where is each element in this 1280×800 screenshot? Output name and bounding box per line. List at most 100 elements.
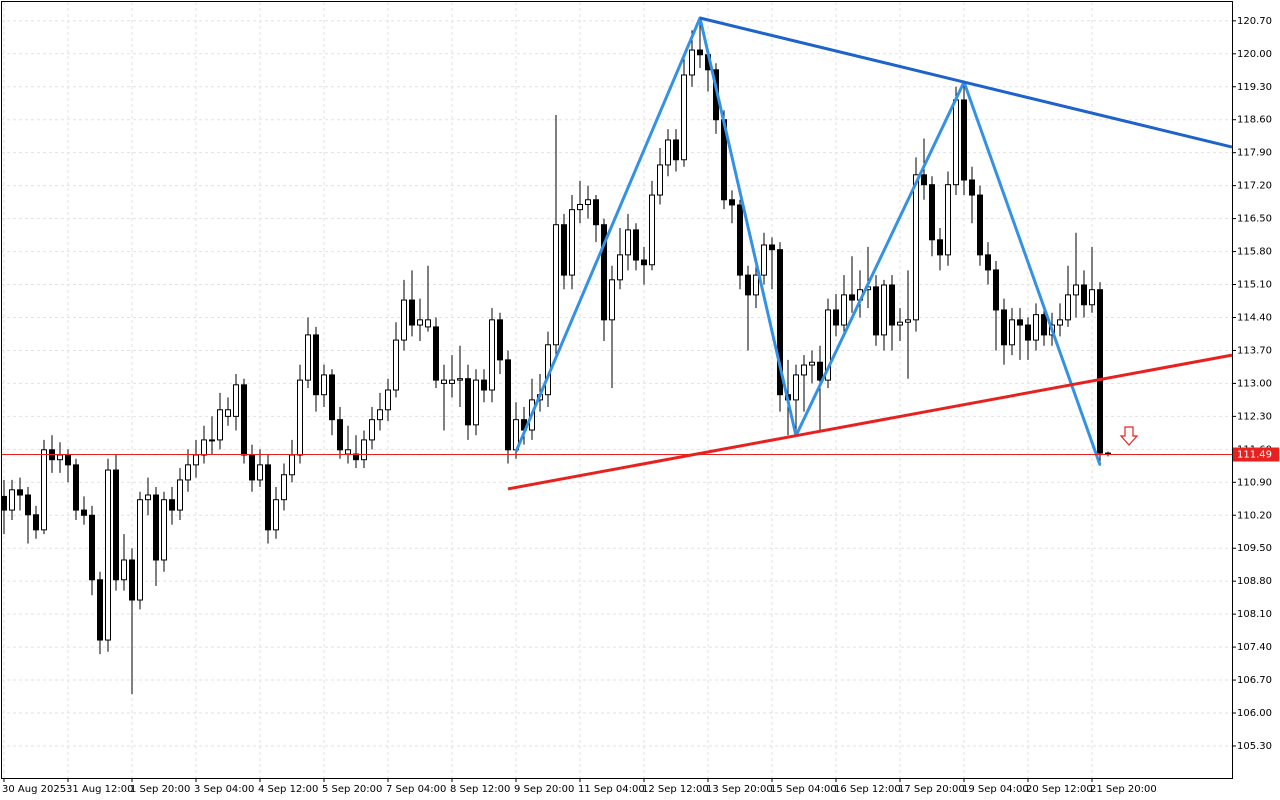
candles: [1, 18, 1111, 695]
y-tick-label: 108.80: [1237, 576, 1272, 587]
candle-body: [1097, 289, 1103, 454]
candle-body: [393, 339, 399, 391]
candle-body: [569, 209, 575, 276]
candle-body: [113, 469, 119, 581]
candle-body: [265, 464, 271, 531]
x-tick-label: 4 Sep 12:00: [258, 784, 318, 795]
candle-body: [417, 319, 423, 326]
candle-body: [897, 321, 903, 326]
x-tick-label: 1 Sep 20:00: [130, 784, 190, 795]
y-tick-label: 113.70: [1237, 345, 1272, 356]
candle-body: [697, 49, 703, 56]
candle-body: [913, 174, 919, 321]
x-tick-label: 31 Aug 12:00: [66, 784, 133, 795]
y-tick-label: 116.50: [1237, 214, 1272, 225]
sell-arrow: [1119, 426, 1139, 446]
candle-body: [433, 326, 439, 381]
x-tick-label: 9 Sep 20:00: [514, 784, 574, 795]
candle-body: [1089, 289, 1095, 306]
candle-body: [953, 99, 959, 186]
candle-body: [385, 389, 391, 411]
candle-body: [313, 334, 319, 396]
candle-body: [1001, 309, 1007, 346]
candle-body: [737, 204, 743, 276]
candle-body: [65, 454, 71, 466]
candle-body: [817, 361, 823, 381]
candle-body: [1025, 324, 1031, 341]
current-price-box: [1233, 447, 1279, 462]
candle-body: [457, 378, 463, 381]
y-tick-label: 112.30: [1237, 411, 1272, 422]
y-tick-label: 108.10: [1237, 609, 1272, 620]
x-tick-label: 16 Sep 12:00: [834, 784, 901, 795]
x-tick-label: 8 Sep 12:00: [450, 784, 510, 795]
candle-body: [585, 199, 591, 205]
candle-body: [241, 384, 247, 456]
candle-body: [617, 254, 623, 281]
candle-body: [81, 509, 87, 516]
candle-body: [505, 359, 511, 451]
candle-body: [473, 379, 479, 426]
x-tick-label: 30 Aug 2025: [2, 784, 66, 795]
candle-body: [217, 409, 223, 441]
candle-body: [57, 454, 63, 461]
candle-body: [249, 454, 255, 481]
y-tick-label: 120.70: [1237, 16, 1272, 27]
candle-body: [89, 514, 95, 581]
candle-body: [633, 229, 639, 261]
candle-body: [937, 239, 943, 256]
candle-body: [161, 499, 167, 561]
candle-body: [273, 499, 279, 531]
candle-body: [41, 449, 47, 531]
candle-body: [257, 464, 263, 481]
candle-body: [225, 409, 231, 417]
candle-body: [609, 279, 615, 321]
candle-body: [329, 374, 335, 421]
candle-body: [625, 229, 631, 256]
y-tick-label: 106.00: [1237, 708, 1272, 719]
candle-body: [833, 309, 839, 326]
y-tick-label: 105.30: [1237, 741, 1272, 752]
candle-body: [889, 284, 895, 326]
x-tick-label: 13 Sep 20:00: [706, 784, 773, 795]
candle-body: [921, 174, 927, 186]
candle-body: [25, 494, 31, 516]
candle-body: [769, 244, 775, 251]
y-tick-label: 113.00: [1237, 378, 1272, 389]
trendline: [507, 434, 797, 491]
candle-body: [281, 474, 287, 501]
y-tick-label: 110.20: [1237, 510, 1272, 521]
candle-body: [1033, 314, 1039, 341]
candle-body: [449, 379, 455, 384]
candle-body: [497, 319, 503, 361]
overlay: [1, 16, 1233, 491]
x-tick-label: 7 Sep 04:00: [386, 784, 446, 795]
y-tick-label: 120.00: [1237, 49, 1272, 60]
candle-body: [425, 319, 431, 328]
candle-body: [761, 244, 767, 276]
candle-body: [153, 494, 159, 561]
candle-body: [993, 269, 999, 311]
candle-body: [489, 319, 495, 391]
candle-body: [881, 284, 887, 336]
candle-body: [201, 439, 207, 456]
candle-body: [593, 199, 599, 226]
candle-body: [73, 464, 79, 511]
candle-body: [137, 499, 143, 601]
x-tick-label: 12 Sep 12:00: [642, 784, 709, 795]
candle-body: [745, 274, 751, 296]
candle-body: [209, 439, 215, 442]
candle-body: [801, 364, 807, 376]
x-tick-label: 5 Sep 20:00: [322, 784, 382, 795]
trendline-extension: [963, 80, 1233, 149]
candle-body: [961, 99, 967, 181]
candle-body: [681, 74, 687, 161]
y-tick-label: 117.90: [1237, 148, 1272, 159]
candle-body: [193, 454, 199, 466]
candle-body: [729, 199, 735, 206]
candle-body: [1009, 319, 1015, 346]
candle-body: [441, 379, 447, 384]
candle-body: [641, 259, 647, 266]
